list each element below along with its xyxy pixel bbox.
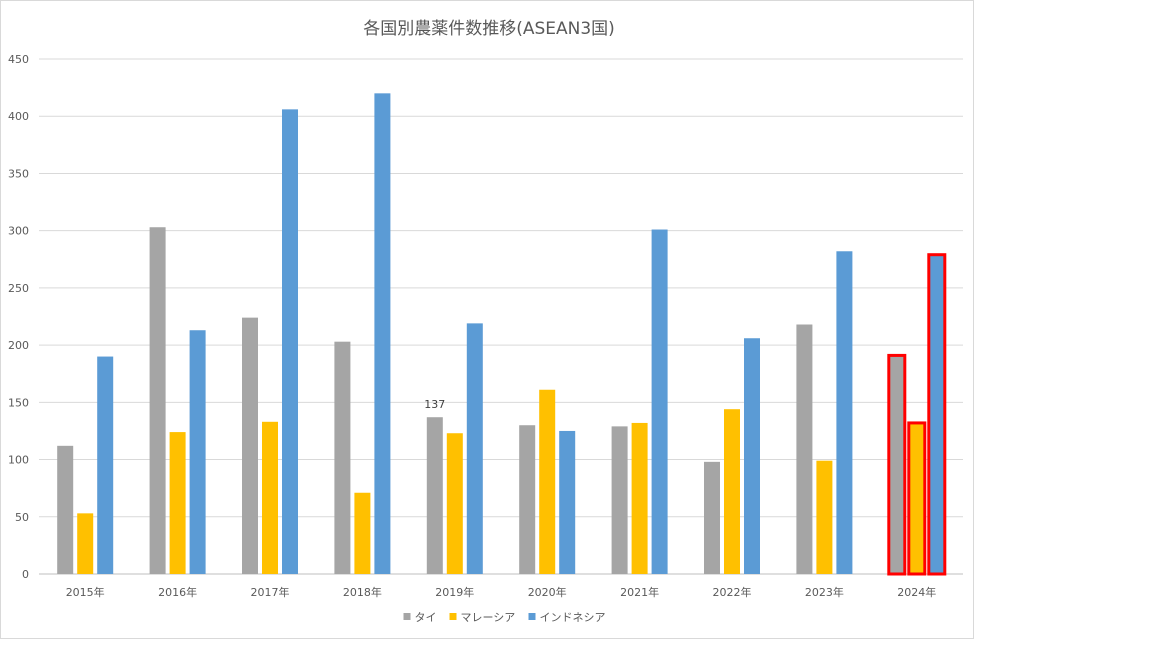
bar-マレーシア-2020年 bbox=[539, 389, 556, 574]
legend-label: インドネシア bbox=[540, 611, 606, 624]
chart-frame: 各国別農薬件数推移(ASEAN3国) 0 50 100 150 200 250 300 350… bbox=[0, 0, 974, 639]
bar-マレーシア-2023年 bbox=[816, 460, 833, 574]
bar-タイ-2018年 bbox=[334, 341, 351, 574]
x-tick-label: 2023年 bbox=[805, 585, 844, 599]
bar-タイ-2015年 bbox=[57, 445, 74, 574]
y-tick-label: 400 bbox=[8, 110, 29, 123]
bar-インドネシア-2015年 bbox=[97, 356, 114, 574]
bar-タイ-2022年 bbox=[704, 461, 720, 574]
legend-swatch bbox=[449, 613, 457, 620]
bar-マレーシア-2024年 bbox=[907, 421, 927, 576]
bar-インドネシア-2016年 bbox=[189, 330, 206, 574]
bar-マレーシア-2022年 bbox=[724, 409, 740, 574]
x-tick-label: 2020年 bbox=[528, 585, 567, 599]
x-tick-label: 2017年 bbox=[251, 585, 290, 599]
bar-タイ-2023年 bbox=[796, 324, 813, 574]
x-tick-label: 2015年 bbox=[66, 585, 105, 599]
chart-title: 各国別農薬件数推移(ASEAN3国) bbox=[363, 19, 615, 39]
bar-インドネシア-2021年 bbox=[651, 229, 668, 574]
bar-タイ-2020年 bbox=[519, 425, 536, 574]
legend-label: タイ bbox=[415, 611, 437, 624]
legend-swatch bbox=[528, 613, 536, 620]
bar-インドネシア-2019年 bbox=[466, 323, 483, 574]
x-tick-label: 2022年 bbox=[713, 585, 752, 599]
bar-マレーシア-2019年 bbox=[446, 433, 463, 574]
bar-chart: 各国別農薬件数推移(ASEAN3国) 0 50 100 150 200 250 300 350… bbox=[8, 19, 963, 624]
bar-インドネシア-2022年 bbox=[744, 338, 760, 574]
bar-マレーシア-2021年 bbox=[631, 422, 648, 574]
y-tick-label: 300 bbox=[8, 225, 29, 238]
y-tick-label: 150 bbox=[8, 396, 29, 409]
y-axis-ticks: 0 50 100 150 200 250 300 350 400 450 bbox=[8, 53, 29, 581]
bar-タイ-2021年 bbox=[611, 426, 628, 574]
bar-マレーシア-2016年 bbox=[169, 432, 186, 574]
data-labels: 137 bbox=[424, 398, 445, 411]
x-axis-ticks: 2015年 2016年 2017年 2018年 2019年 2020年 2021年 2022年… bbox=[66, 585, 937, 599]
legend-swatch bbox=[403, 613, 411, 620]
bar-タイ-2016年 bbox=[149, 227, 166, 574]
x-tick-label: 2018年 bbox=[343, 585, 382, 599]
bar-タイ-2017年 bbox=[242, 317, 258, 574]
y-tick-label: 450 bbox=[8, 53, 29, 66]
x-tick-label: 2021年 bbox=[620, 585, 659, 599]
y-tick-label: 0 bbox=[22, 568, 29, 581]
legend-label: マレーシア bbox=[461, 611, 516, 624]
bar-タイ-2024年 bbox=[887, 353, 907, 576]
bar-マレーシア-2017年 bbox=[262, 421, 278, 574]
data-label: 137 bbox=[424, 398, 445, 411]
bar-インドネシア-2017年 bbox=[282, 109, 298, 574]
bar-マレーシア-2015年 bbox=[77, 513, 94, 574]
x-tick-label: 2024年 bbox=[897, 585, 936, 599]
bar-インドネシア-2020年 bbox=[559, 430, 576, 574]
y-tick-label: 200 bbox=[8, 339, 29, 352]
legend: タイ マレーシア インドネシア bbox=[403, 611, 606, 624]
bar-インドネシア-2024年 bbox=[927, 253, 947, 576]
x-tick-label: 2016年 bbox=[158, 585, 197, 599]
x-tick-label: 2019年 bbox=[435, 585, 474, 599]
bar-タイ-2019年 bbox=[426, 417, 443, 574]
y-tick-label: 350 bbox=[8, 167, 29, 180]
bar-インドネシア-2023年 bbox=[836, 251, 853, 574]
bar-インドネシア-2018年 bbox=[374, 93, 391, 574]
bars bbox=[57, 93, 947, 576]
y-tick-label: 100 bbox=[8, 454, 29, 467]
y-tick-label: 50 bbox=[15, 511, 29, 524]
bar-マレーシア-2018年 bbox=[354, 492, 371, 574]
y-tick-label: 250 bbox=[8, 282, 29, 295]
